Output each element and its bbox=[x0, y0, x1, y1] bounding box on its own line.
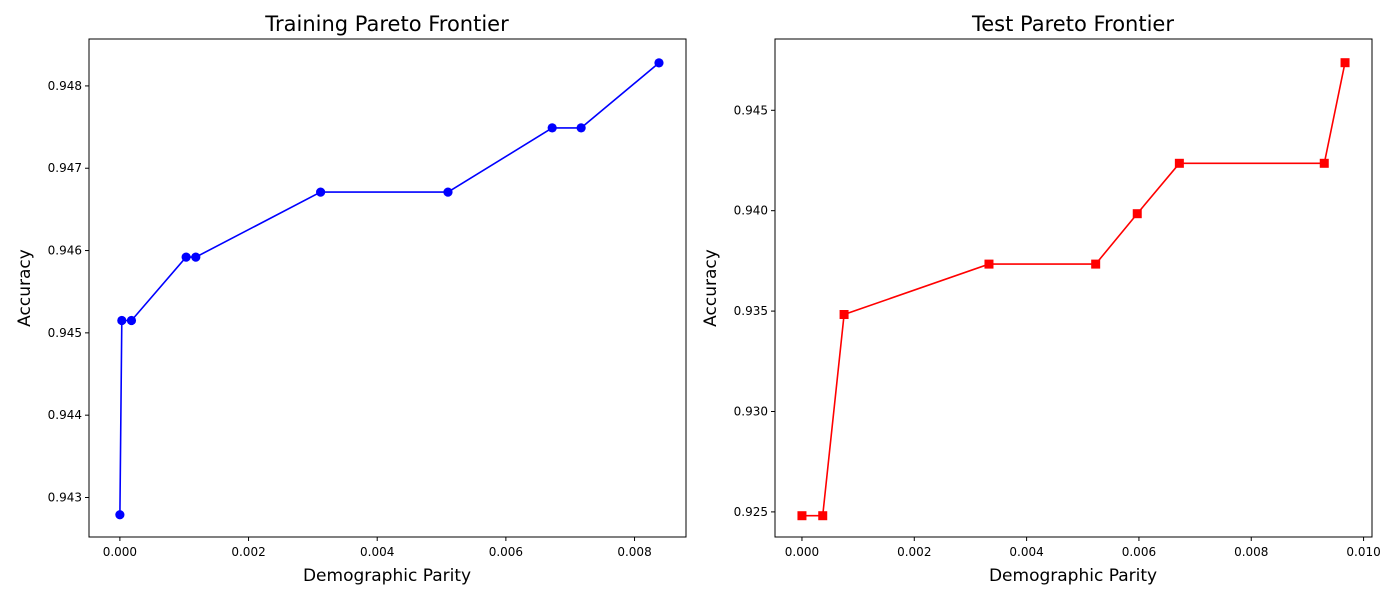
data-point bbox=[547, 123, 557, 133]
data-point bbox=[654, 58, 664, 68]
data-point bbox=[1174, 158, 1184, 168]
y-tick-label: 0.944 bbox=[48, 408, 82, 422]
x-tick-label: 0.004 bbox=[1009, 545, 1043, 559]
x-axis-label: Demographic Parity bbox=[989, 566, 1157, 586]
y-tick-label: 0.935 bbox=[734, 304, 768, 318]
x-tick-label: 0.006 bbox=[1122, 545, 1156, 559]
x-tick-label: 0.002 bbox=[231, 545, 265, 559]
x-tick-label: 0.000 bbox=[103, 545, 137, 559]
test-chart: Test Pareto Frontier Demographic Parity … bbox=[701, 12, 1381, 586]
series-line bbox=[119, 62, 660, 515]
data-point bbox=[181, 252, 191, 262]
y-tick-label: 0.925 bbox=[734, 505, 768, 519]
data-series bbox=[797, 58, 1350, 521]
x-tick-label: 0.008 bbox=[1234, 545, 1268, 559]
y-tick-label: 0.945 bbox=[734, 103, 768, 117]
chart-title: Test Pareto Frontier bbox=[971, 12, 1174, 36]
y-tick-label: 0.940 bbox=[734, 204, 768, 218]
data-point bbox=[839, 310, 849, 320]
x-tick-label: 0.008 bbox=[617, 545, 651, 559]
data-point bbox=[117, 315, 127, 326]
data-point bbox=[443, 187, 453, 197]
data-point bbox=[115, 510, 125, 520]
data-point bbox=[1132, 209, 1142, 219]
y-tick-label: 0.947 bbox=[48, 161, 82, 175]
data-point bbox=[126, 315, 137, 326]
y-axis-label: Accuracy bbox=[15, 249, 35, 327]
plot-frame bbox=[88, 38, 687, 538]
x-axis-label: Demographic Parity bbox=[303, 566, 471, 586]
x-tick-label: 0.000 bbox=[785, 545, 819, 559]
x-tick-label: 0.002 bbox=[897, 545, 931, 559]
data-point bbox=[1340, 58, 1350, 68]
x-tick-label: 0.006 bbox=[489, 545, 523, 559]
y-tick-label: 0.930 bbox=[734, 404, 768, 418]
training-chart: Training Pareto Frontier Demographic Par… bbox=[15, 12, 687, 586]
x-tick-label: 0.004 bbox=[360, 545, 394, 559]
data-point bbox=[191, 252, 201, 262]
axis-ticks: 0.000 0.002 0.004 0.006 0.008 0.010 0.925 0.930… bbox=[734, 103, 1381, 559]
data-point bbox=[315, 187, 326, 197]
data-point bbox=[576, 123, 586, 133]
y-tick-label: 0.943 bbox=[48, 490, 82, 504]
x-tick-label: 0.010 bbox=[1346, 545, 1380, 559]
y-tick-label: 0.946 bbox=[48, 244, 82, 258]
data-point bbox=[1319, 158, 1329, 168]
chart-title: Training Pareto Frontier bbox=[264, 12, 509, 36]
y-tick-label: 0.945 bbox=[48, 326, 82, 340]
y-axis-label: Accuracy bbox=[701, 249, 721, 327]
data-point bbox=[818, 511, 828, 521]
data-point bbox=[1091, 259, 1101, 269]
data-point bbox=[797, 511, 807, 521]
data-point bbox=[984, 259, 994, 269]
axis-ticks: 0.000 0.002 0.004 0.006 0.008 0.943 0.944 0.945… bbox=[48, 79, 652, 559]
data-series bbox=[115, 58, 664, 520]
plot-frame bbox=[774, 38, 1373, 538]
y-tick-label: 0.948 bbox=[48, 79, 82, 93]
